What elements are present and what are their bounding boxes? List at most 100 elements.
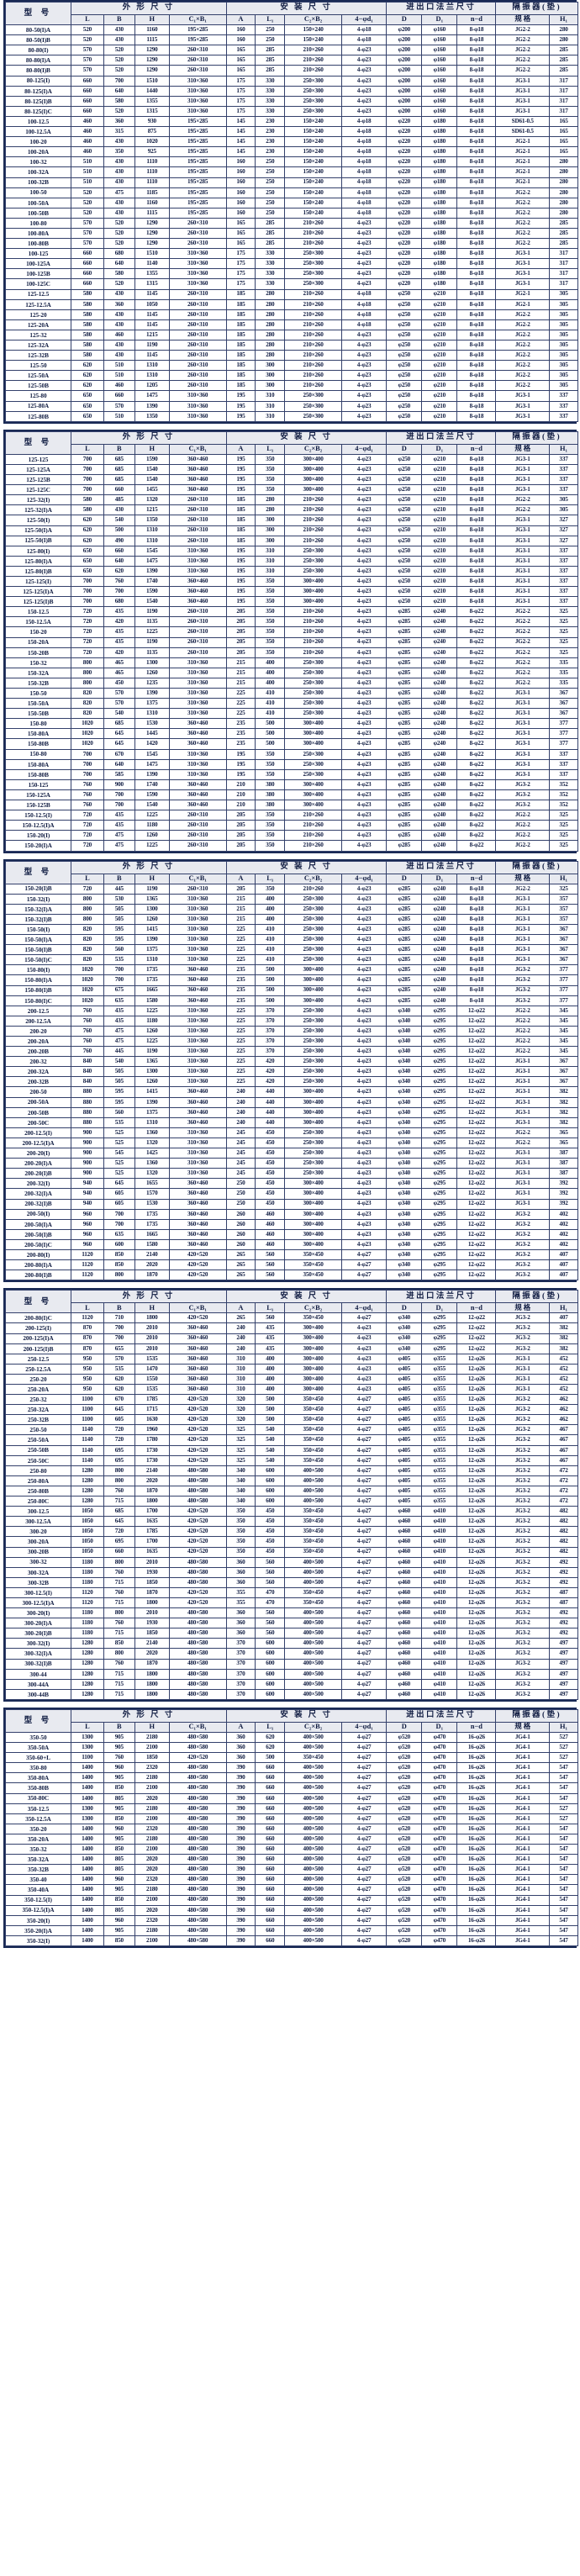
table-row[interactable]: 200-80(I)A 1120 850 2020 420×520 265 560 350×45… xyxy=(5,1259,578,1271)
table-row[interactable]: 125-50B 620 460 1205 260×310 185 300 210×260 4-φ… xyxy=(5,380,578,392)
table-row[interactable]: 200-50C 880 535 1310 360×460 240 440 300×400 4-φ… xyxy=(5,1116,578,1128)
table-row[interactable]: 150-12.5(I)A 720 435 1180 260×310 205 350 210×2… xyxy=(5,820,578,831)
table-row[interactable]: 300-20B 1050 660 1635 420×520 350 450 350×450 4-… xyxy=(5,1546,578,1558)
table-row[interactable]: 250-50B 1140 695 1730 420×520 325 540 350×450 4-… xyxy=(5,1444,578,1456)
table-row[interactable]: 300-12.5(I) 1120 760 1870 420×520 355 470 350×4… xyxy=(5,1586,578,1598)
table-row[interactable]: 125-125(I)B 700 680 1540 360×460 195 350 300×40… xyxy=(5,596,578,608)
table-row[interactable]: 350-20(I) 1400 960 2320 480×580 390 660 400×500… xyxy=(5,1914,578,1926)
table-row[interactable]: 150-32A 800 465 1260 310×360 215 400 250×300 4-φ… xyxy=(5,667,578,678)
table-row[interactable]: 125-20A 580 430 1145 260×310 185 280 210×260 4-φ… xyxy=(5,319,578,330)
table-row[interactable]: 100-125B 660 580 1355 310×360 175 330 250×300 4-… xyxy=(5,268,578,280)
table-row[interactable]: 150-20(I) 720 475 1260 260×310 205 350 210×260 4… xyxy=(5,830,578,842)
table-row[interactable]: 150-50(I) 820 595 1415 310×360 225 410 250×300 4… xyxy=(5,923,578,936)
table-row[interactable]: 125-125(I)A 700 700 1590 360×460 195 350 300×40… xyxy=(5,586,578,598)
table-row[interactable]: 300-32B 1180 715 1850 480×580 360 560 400×500 4-… xyxy=(5,1576,578,1588)
table-row[interactable]: 100-50A 520 430 1160 195×285 160 250 150×240 4-φ… xyxy=(5,197,578,209)
table-row[interactable]: 150-50(I)A 820 595 1390 310×360 225 410 250×300… xyxy=(5,934,578,946)
table-row[interactable]: 200-12.5(I) 900 525 1360 310×360 245 450 250×30… xyxy=(5,1127,578,1138)
table-row[interactable]: 80-80(I)B 570 520 1290 260×310 165 285 210×260 4… xyxy=(5,65,578,77)
table-row[interactable]: 350-32B 1400 805 2020 480×580 390 660 400×500 4-… xyxy=(5,1864,578,1876)
table-row[interactable]: 100-80A 570 520 1290 260×310 165 285 210×260 4-φ… xyxy=(5,227,578,240)
table-row[interactable]: 150-80(I)C 1020 635 1580 360×460 235 500 300×40… xyxy=(5,995,578,1006)
table-row[interactable]: 350-20 1400 960 2320 480×580 390 660 400×500 4-φ… xyxy=(5,1823,578,1834)
table-row[interactable]: 200-32(I)B 940 605 1530 360×460 250 450 300×400… xyxy=(5,1198,578,1210)
table-row[interactable]: 150-32(I)B 800 505 1260 310×360 215 400 250×300… xyxy=(5,913,578,925)
table-row[interactable]: 350-80 1400 960 2320 480×580 390 660 400×500 4-φ… xyxy=(5,1762,578,1774)
table-row[interactable]: 100-80 570 520 1290 260×310 165 285 210×260 4-φ2… xyxy=(5,217,578,229)
table-row[interactable]: 200-12.5A 760 435 1180 310×360 225 370 250×300 4… xyxy=(5,1015,578,1027)
table-row[interactable]: 150-12.5A 720 420 1135 260×310 205 350 210×260 4… xyxy=(5,616,578,628)
table-row[interactable]: 150-80 700 670 1545 310×360 195 350 250×300 4-φ2… xyxy=(5,748,578,760)
table-row[interactable]: 250-80 1280 800 2140 480×580 340 600 400×500 4-φ… xyxy=(5,1465,578,1476)
table-row[interactable]: 125-32(I)A 580 430 1215 260×310 185 280 210×260… xyxy=(5,504,578,516)
table-row[interactable]: 100-32 510 430 1110 195×285 160 250 150×240 4-φ1… xyxy=(5,156,578,168)
table-row[interactable]: 200-32(I) 940 645 1655 360×460 250 450 300×400 4… xyxy=(5,1178,578,1190)
table-row[interactable]: 200-125(I)B 870 655 2010 360×460 240 435 300×40… xyxy=(5,1343,578,1354)
table-row[interactable]: 250-80C 1280 715 1800 480×580 340 600 400×500 4-… xyxy=(5,1496,578,1507)
table-row[interactable]: 150-12.5(I) 720 435 1225 260×310 205 350 210×26… xyxy=(5,810,578,821)
table-row[interactable]: 150-80B 1020 645 1420 360×460 235 500 300×400 4-… xyxy=(5,738,578,750)
table-row[interactable]: 250-50A 1140 720 1780 420×520 325 540 350×450 4-… xyxy=(5,1434,578,1446)
table-row[interactable]: 150-20B 720 420 1135 260×310 205 350 210×260 4-φ… xyxy=(5,647,578,658)
table-row[interactable]: 100-20A 460 350 925 195×285 145 230 150×240 4-φ1… xyxy=(5,146,578,158)
table-row[interactable]: 300-20(I)A 1180 760 1930 480×580 360 560 400×50… xyxy=(5,1618,578,1629)
table-row[interactable]: 100-32A 510 430 1110 195×285 160 250 150×240 4-φ… xyxy=(5,166,578,178)
table-row[interactable]: 150-50(I)B 820 560 1375 310×360 225 410 250×300… xyxy=(5,944,578,956)
table-row[interactable]: 125-125A 700 685 1540 360×460 195 350 300×400 4-… xyxy=(5,463,578,476)
table-row[interactable]: 125-50 620 510 1310 260×310 185 300 210×260 4-φ2… xyxy=(5,360,578,372)
table-row[interactable]: 200-12.5(I)A 900 525 1320 310×360 245 450 250×3… xyxy=(5,1137,578,1149)
table-row[interactable]: 250-20A 950 620 1535 360×460 310 400 300×400 4-φ… xyxy=(5,1383,578,1396)
table-row[interactable]: 150-32 800 465 1300 310×360 215 400 250×300 4-φ2… xyxy=(5,657,578,668)
table-row[interactable]: 300-44B 1280 715 1800 480×580 370 600 400×500 4-… xyxy=(5,1688,578,1700)
table-row[interactable]: 125-12.5A 580 360 1050 260×310 185 280 210×260 4… xyxy=(5,298,578,310)
table-row[interactable]: 125-80(I) 650 660 1545 310×360 195 310 250×300 4… xyxy=(5,545,578,557)
table-row[interactable]: 125-32A 580 430 1190 260×310 185 280 210×260 4-φ… xyxy=(5,339,578,351)
table-row[interactable]: 350-80B 1400 850 2100 480×580 390 660 400×500 4-… xyxy=(5,1782,578,1794)
table-row[interactable]: 150-50A 820 570 1375 310×360 225 410 250×300 4-φ… xyxy=(5,698,578,710)
table-row[interactable]: 200-32A 840 505 1300 310×360 225 420 250×300 4-φ… xyxy=(5,1066,578,1078)
table-row[interactable]: 300-20(I) 1180 800 2010 480×580 360 560 400×500… xyxy=(5,1607,578,1619)
table-row[interactable]: 200-50 880 595 1415 360×460 240 440 300×400 4-φ2… xyxy=(5,1086,578,1098)
table-row[interactable]: 100-20 460 430 1020 195×285 145 230 150×240 4-φ1… xyxy=(5,136,578,148)
table-row[interactable]: 250-80B 1280 760 1870 480×580 340 600 400×500 4-… xyxy=(5,1485,578,1497)
table-row[interactable]: 125-50(I)B 620 490 1310 260×310 185 300 210×260… xyxy=(5,535,578,546)
table-row[interactable]: 350-20A 1400 905 2180 480×580 390 660 400×500 4-… xyxy=(5,1833,578,1845)
table-row[interactable]: 125-50A 620 510 1310 260×310 185 300 210×260 4-φ… xyxy=(5,370,578,382)
table-row[interactable]: 80-125(I) 660 700 1510 310×360 175 330 250×300 4… xyxy=(5,75,578,87)
table-row[interactable]: 200-20B 760 445 1190 310×360 225 370 250×300 4-φ… xyxy=(5,1046,578,1058)
table-row[interactable]: 125-80 650 660 1475 310×360 195 310 250×300 4-φ2… xyxy=(5,390,578,402)
table-row[interactable]: 350-20(I)A 1400 905 2180 480×580 390 660 400×50… xyxy=(5,1924,578,1936)
table-row[interactable]: 150-32B 800 450 1235 310×360 215 400 250×300 4-φ… xyxy=(5,677,578,689)
table-row[interactable]: 125-32 580 460 1215 260×310 185 280 210×260 4-φ2… xyxy=(5,329,578,341)
table-row[interactable]: 300-12.5(I)A 1120 715 1800 420×520 355 470 350×… xyxy=(5,1597,578,1609)
table-row[interactable]: 300-12.5 1050 685 1700 420×520 350 450 350×450 4… xyxy=(5,1506,578,1518)
table-row[interactable]: 250-12.5A 950 535 1470 360×460 310 400 300×400 4… xyxy=(5,1363,578,1375)
table-row[interactable]: 100-50 520 475 1185 195×285 160 250 150×240 4-φ1… xyxy=(5,187,578,198)
table-row[interactable]: 200-50(I)C 960 600 1580 360×460 260 460 300×400… xyxy=(5,1238,578,1250)
table-row[interactable]: 250-12.5 950 570 1535 360×460 310 400 300×400 4-… xyxy=(5,1353,578,1365)
table-row[interactable]: 350-32 1400 850 2100 480×580 390 660 400×500 4-φ… xyxy=(5,1844,578,1855)
table-row[interactable]: 350-40 1400 960 2320 480×580 390 660 400×500 4-φ… xyxy=(5,1874,578,1886)
table-row[interactable]: 300-44 1280 715 1800 480×580 370 600 400×500 4-φ… xyxy=(5,1668,578,1680)
table-row[interactable]: 200-32 840 540 1365 310×360 225 420 250×300 4-φ2… xyxy=(5,1056,578,1068)
table-row[interactable]: 350-60+L 1100 760 1850 420×520 360 500 350×450 4… xyxy=(5,1752,578,1764)
table-row[interactable]: 150-20(I)B 720 445 1190 260×310 205 350 210×260… xyxy=(5,883,578,895)
table-row[interactable]: 150-32(I) 800 530 1365 310×360 215 400 250×300 4… xyxy=(5,893,578,905)
table-row[interactable]: 125-80B 650 510 1350 310×360 195 310 250×300 4-φ… xyxy=(5,410,578,422)
table-row[interactable]: 300-32(I)B 1280 760 1870 480×580 370 600 400×50… xyxy=(5,1658,578,1670)
table-row[interactable]: 150-125B 760 700 1540 360×460 210 380 300×400 4-… xyxy=(5,800,578,811)
table-row[interactable]: 100-12.5A 460 315 875 195×285 145 230 150×240 4-… xyxy=(5,126,578,138)
table-row[interactable]: 250-50C 1140 695 1730 420×520 325 540 350×450 4-… xyxy=(5,1454,578,1466)
table-row[interactable]: 350-80C 1400 805 2020 480×580 390 660 400×500 4-… xyxy=(5,1792,578,1804)
table-row[interactable]: 125-80(I)B 650 620 1390 310×360 195 310 250×300… xyxy=(5,565,578,577)
table-row[interactable]: 300-20(I)B 1180 715 1850 480×580 360 560 400×50… xyxy=(5,1628,578,1639)
table-row[interactable]: 350-40A 1400 905 2180 480×580 390 660 400×500 4-… xyxy=(5,1884,578,1896)
table-row[interactable]: 100-12.5 460 360 930 195×285 145 230 150×240 4-φ… xyxy=(5,115,578,128)
table-row[interactable]: 80-50(I)B 520 430 1115 195×285 160 250 150×240 4… xyxy=(5,34,578,46)
table-row[interactable]: 100-125A 660 640 1140 310×360 175 330 250×300 4-… xyxy=(5,258,578,270)
table-row[interactable]: 150-50(I)C 820 535 1310 310×360 225 410 250×300… xyxy=(5,954,578,966)
table-row[interactable]: 200-125(I) 870 700 2010 360×460 240 435 300×400… xyxy=(5,1322,578,1334)
table-row[interactable]: 150-50 820 570 1390 310×360 225 410 250×300 4-φ2… xyxy=(5,687,578,699)
table-row[interactable]: 200-50B 880 560 1375 360×460 240 440 300×400 4-φ… xyxy=(5,1106,578,1118)
table-row[interactable]: 300-20A 1050 695 1700 420×520 350 450 350×450 4-… xyxy=(5,1536,578,1548)
